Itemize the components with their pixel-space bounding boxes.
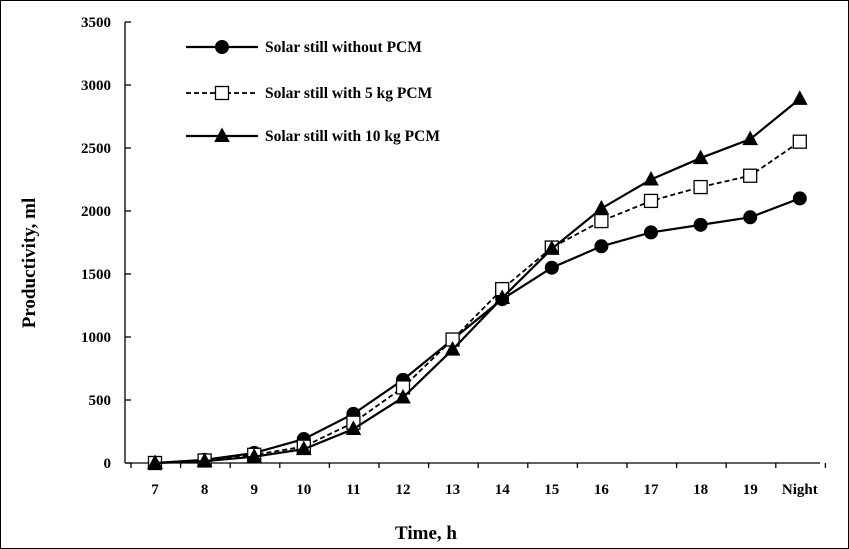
- legend-label: Solar still with 5 kg PCM: [265, 85, 433, 102]
- data-point: [792, 191, 807, 206]
- y-tick-label: 1000: [81, 330, 111, 346]
- x-tick-label: 18: [693, 482, 708, 498]
- legend-marker: [215, 40, 229, 54]
- legend-entry-2: Solar still with 5 kg PCM: [186, 85, 433, 102]
- data-point: [791, 90, 808, 105]
- data-point: [147, 454, 163, 469]
- x-tick-label: 12: [396, 482, 411, 498]
- series-2: [147, 134, 807, 471]
- data-point: [643, 193, 659, 209]
- y-axis-title: Productivity, ml: [19, 198, 40, 329]
- y-tick-label: 3000: [81, 78, 111, 94]
- legend-marker: [214, 85, 230, 101]
- legend: Solar still without PCM Solar still with …: [186, 39, 440, 145]
- x-tick-label: 11: [346, 482, 360, 498]
- data-point: [543, 240, 560, 255]
- y-tick-label: 0: [104, 456, 112, 472]
- legend-marker: [214, 127, 230, 142]
- data-point: [196, 452, 213, 468]
- x-tick-label: 13: [445, 482, 460, 498]
- y-tick-label: 1500: [81, 267, 111, 283]
- legend-entry-3: Solar still with 10 kg PCM: [186, 127, 440, 145]
- x-tick-label: 9: [250, 482, 258, 498]
- legend-label: Solar still with 10 kg PCM: [265, 128, 440, 145]
- data-point: [594, 239, 609, 254]
- x-axis-title: Time, h: [395, 523, 457, 544]
- data-point: [444, 341, 461, 356]
- data-point: [544, 260, 559, 275]
- x-tick-label: 7: [151, 482, 159, 498]
- legend-entry-1: Solar still without PCM: [186, 39, 422, 56]
- data-point: [594, 213, 609, 229]
- series-layer: [147, 90, 808, 471]
- data-point: [593, 199, 610, 215]
- x-tick-label: 8: [201, 482, 209, 498]
- data-point: [692, 149, 709, 165]
- series-3: [147, 90, 808, 469]
- data-point: [643, 170, 659, 186]
- data-point: [742, 130, 759, 146]
- data-point: [395, 388, 411, 404]
- series-line: [154, 140, 801, 464]
- data-point: [295, 440, 312, 456]
- data-point: [743, 210, 758, 225]
- x-tick-label: 19: [743, 482, 758, 498]
- data-point: [246, 448, 263, 463]
- series-1: [148, 191, 807, 470]
- data-point: [644, 225, 658, 240]
- x-tick-label: 15: [544, 482, 559, 498]
- series-line: [154, 197, 801, 465]
- legend-label: Solar still without PCM: [265, 39, 422, 56]
- x-tick-label: 16: [594, 482, 610, 498]
- x-tick-label: 14: [495, 482, 511, 498]
- data-point: [494, 289, 511, 304]
- x-tick-label: 10: [296, 482, 311, 498]
- axes: 0 500 1000 1500 2000 2500 3000 3500 7 8 9 10 11 12 13 1…: [81, 15, 827, 498]
- y-tick-label: 500: [89, 393, 112, 409]
- data-point: [743, 168, 758, 183]
- data-point: [693, 217, 708, 232]
- data-point: [693, 179, 708, 195]
- data-point: [792, 134, 807, 149]
- x-tick-label: Night: [782, 482, 818, 498]
- x-tick-label: 17: [644, 482, 660, 498]
- series-line: [154, 98, 801, 465]
- y-tick-label: 2000: [81, 204, 111, 220]
- data-point: [345, 420, 362, 435]
- y-tick-label: 2500: [81, 141, 111, 157]
- y-tick-label: 3500: [81, 15, 111, 31]
